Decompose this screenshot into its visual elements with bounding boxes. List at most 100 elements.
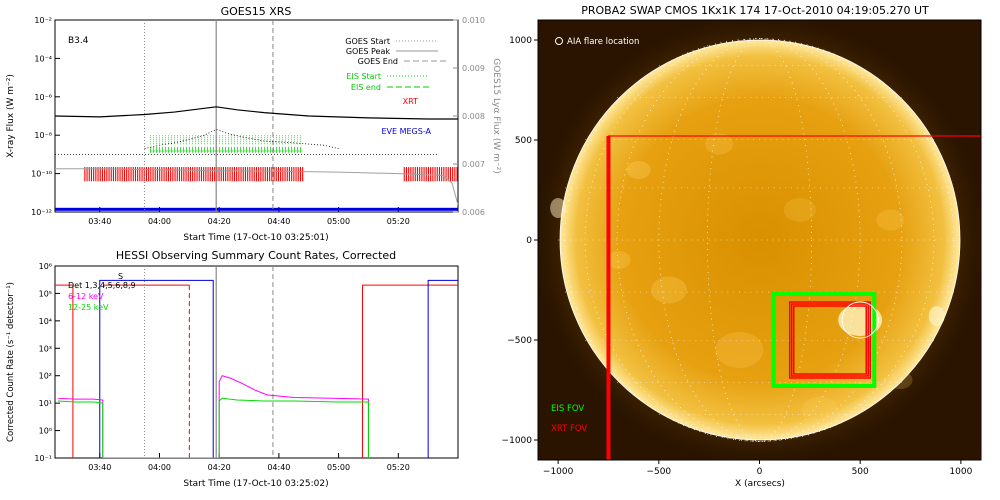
swap-xtick-label: 1000 (949, 467, 972, 477)
goes-legend-label: GOES End (358, 57, 398, 66)
swap-active-region (626, 161, 651, 179)
hessi-xtick-label: 03:40 (88, 463, 111, 472)
xrt-fov-box (788, 301, 871, 379)
hessi-xtick-label: 04:00 (148, 463, 171, 472)
swap-annotation-label: AIA flare location (567, 37, 639, 47)
goes-y2-ticks: 0.006 0.007 0.008 0.009 0.010 (453, 16, 485, 217)
xrt-fov-box (792, 305, 867, 375)
hessi-xtick-label: 04:40 (267, 463, 290, 472)
goes-legend-label: GOES Start (345, 37, 390, 46)
hessi-y-ticks: 10⁻¹ 10⁰ 10¹ 10² 10³ 10⁴ 10⁵ 10⁶ (34, 262, 60, 463)
goes-panel: GOES15 XRS 10⁻¹² 10⁻¹⁰ 10⁻⁸ 10⁻⁶ 10⁻⁴ 10⁻² 0.… (6, 5, 501, 243)
hessi-xrt-boundary (55, 284, 74, 458)
swap-active-region (705, 133, 734, 155)
hessi-ylabel: Corrected Count Rate (s⁻¹ detector⁻¹) (6, 282, 16, 442)
aia-flare-circle (841, 301, 879, 339)
swap-ytick-label: 500 (515, 136, 532, 146)
goes-series-1 (144, 128, 339, 150)
hessi-ytick-label: 10³ (39, 344, 52, 353)
swap-x-ticks: −1000 −500 0 500 1000 (543, 460, 973, 477)
swap-xtick-label: −500 (646, 467, 671, 477)
goes-ytick-label: 10⁻⁸ (34, 131, 52, 140)
swap-longitude-line (616, 38, 903, 442)
hessi-legend: Det 1,3,4,5,6,8,9 6-12 keV 12-25 keV S (68, 272, 136, 312)
swap-title: PROBA2 SWAP CMOS 1Kx1K 174 17-Oct-2010 0… (581, 4, 929, 17)
swap-ytick-label: 0 (526, 236, 532, 246)
goes-ytick-label: 10⁻⁴ (34, 54, 52, 63)
goes-legend-label: EVE MEGS-A (381, 127, 431, 136)
goes-legend-label: GOES Peak (346, 47, 391, 56)
goes-ytick-label: 10⁻² (34, 16, 52, 25)
swap-xtick-label: −1000 (543, 467, 574, 477)
hessi-ytick-label: 10⁶ (39, 262, 52, 271)
hessi-series-1 (57, 397, 369, 458)
goes-xtick-label: 05:20 (387, 217, 410, 226)
swap-fov-boxes (606, 135, 981, 460)
hessi-night-boundary (99, 279, 214, 458)
goes-xlabel: Start Time (17-Oct-10 03:25:01) (183, 233, 328, 243)
swap-ytick-label: −1000 (502, 436, 533, 446)
goes-xtick-label: 04:00 (148, 217, 171, 226)
goes-data-layer (55, 20, 458, 212)
swap-ytick-label: −500 (507, 336, 532, 346)
swap-xlabel: X (arcsecs) (735, 479, 785, 489)
hessi-legend-label: Det 1,3,4,5,6,8,9 (68, 281, 136, 290)
goes-y2tick-label: 0.008 (462, 112, 485, 121)
hessi-x-ticks: 03:40 04:00 04:20 04:40 05:00 05:20 (88, 453, 410, 472)
goes-y2tick-label: 0.007 (462, 160, 485, 169)
swap-active-region (606, 251, 631, 269)
eis-fov-box (771, 292, 877, 388)
hessi-ytick-label: 10⁰ (39, 427, 52, 436)
swap-active-region (650, 276, 687, 304)
hessi-legend-label: 6-12 keV (68, 292, 104, 301)
goes-xtick-label: 03:40 (88, 217, 111, 226)
swap-limb-brightening (928, 306, 945, 326)
hessi-series-0 (57, 375, 369, 458)
swap-ytick-label: 1000 (509, 36, 532, 46)
goes-xtick-label: 05:00 (327, 217, 350, 226)
swap-xtick-label: 0 (757, 467, 763, 477)
swap-active-region (783, 198, 816, 222)
swap-solar-disk (560, 40, 960, 440)
eve-interval-bar (55, 207, 458, 211)
hessi-title: HESSI Observing Summary Count Rates, Cor… (116, 249, 396, 262)
swap-legend-xrt: XRT FOV (551, 424, 587, 434)
goes-y2tick-label: 0.010 (462, 16, 485, 25)
swap-active-region (801, 396, 838, 424)
swap-y-ticks: −1000 −500 0 500 1000 (502, 36, 538, 446)
swap-limb-circle (559, 39, 961, 441)
goes-legend-label: XRT (403, 97, 418, 106)
swap-annotation: AIA flare location (555, 37, 639, 47)
goes-y2tick-label: 0.006 (462, 208, 485, 217)
hessi-legend-label: 12-25 keV (68, 303, 109, 312)
hessi-ytick-label: 10² (39, 372, 52, 381)
goes-title: GOES15 XRS (221, 5, 292, 18)
swap-xtick-label: 500 (852, 467, 869, 477)
hessi-plot-frame (54, 265, 459, 459)
goes-ylabel: X-ray Flux (W m⁻²) (6, 74, 16, 158)
goes-y2label: GOES15 Lyα Flux (W m⁻²) (491, 58, 501, 174)
swap-active-region (715, 332, 764, 368)
flare-marker-icon (555, 37, 563, 45)
hessi-ytick-label: 10¹ (39, 399, 52, 408)
hessi-data-layer (55, 266, 458, 458)
hessi-xtick-label: 05:20 (387, 463, 410, 472)
goes-y2tick-label: 0.009 (462, 64, 485, 73)
hessi-night-second (427, 279, 458, 458)
goes-xtick-label: 04:20 (208, 217, 231, 226)
swap-longitude-line (564, 38, 955, 442)
goes-legend-label: EIS end (351, 83, 381, 92)
hessi-xrt-second (361, 284, 458, 458)
swap-legend-eis: EIS FOV (551, 404, 584, 414)
swap-disk-texture (550, 133, 945, 424)
goes-ytick-label: 10⁻¹² (31, 208, 52, 217)
swap-longitude-line (658, 38, 861, 442)
hessi-xtick-label: 04:20 (208, 463, 231, 472)
swap-flare-brightening (838, 304, 883, 336)
hessi-ytick-label: 10⁴ (39, 317, 52, 326)
goes-series-2 (55, 168, 458, 205)
swap-active-region (876, 209, 905, 231)
goes-y-ticks: 10⁻¹² 10⁻¹⁰ 10⁻⁸ 10⁻⁶ 10⁻⁴ 10⁻² (31, 16, 60, 217)
